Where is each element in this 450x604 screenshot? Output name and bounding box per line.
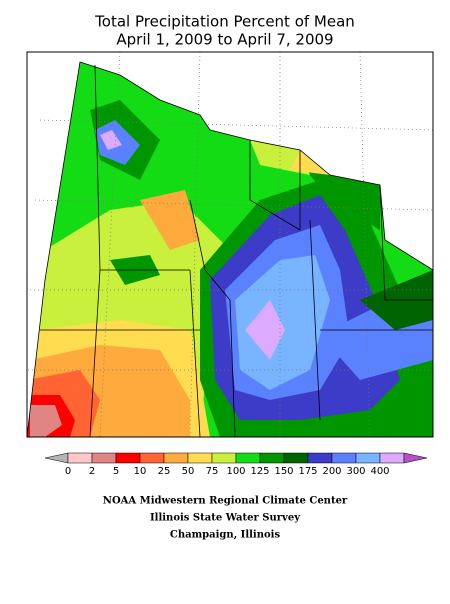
- legend-swatch: [403, 452, 428, 464]
- legend-label: 125: [250, 466, 269, 477]
- legend-swatch: [139, 452, 165, 464]
- legend-swatch: [67, 452, 93, 464]
- footer-line-3: Champaign, Illinois: [170, 530, 281, 541]
- footer-line-1: NOAA Midwestern Regional Climate Center: [103, 496, 348, 507]
- legend-swatch: [44, 452, 69, 464]
- footer-line-2: Illinois State Water Survey: [150, 513, 301, 524]
- legend-label: 175: [298, 466, 317, 477]
- legend-swatch: [163, 452, 189, 464]
- legend-label: 75: [206, 466, 219, 477]
- title-line-1: Total Precipitation Percent of Mean: [94, 13, 355, 31]
- title-line-2: April 1, 2009 to April 7, 2009: [116, 31, 333, 49]
- legend-label: 5: [113, 466, 119, 477]
- legend-swatch: [355, 452, 381, 464]
- legend-swatch: [235, 452, 261, 464]
- legend-swatch: [115, 452, 141, 464]
- legend-label: 0: [65, 466, 71, 477]
- legend-label: 150: [274, 466, 293, 477]
- legend-label: 100: [226, 466, 245, 477]
- legend-label: 10: [134, 466, 147, 477]
- legend-swatch: [307, 452, 333, 464]
- legend-swatch: [211, 452, 237, 464]
- legend-swatch: [91, 452, 117, 464]
- legend-label: 50: [182, 466, 195, 477]
- legend-swatch: [259, 452, 285, 464]
- legend-swatch: [379, 452, 405, 464]
- legend-label: 25: [158, 466, 171, 477]
- legend: 0 2 5 10 25 50 75 100 125 150 175 200 300 400: [44, 452, 428, 477]
- legend-label: 300: [346, 466, 365, 477]
- legend-label: 200: [322, 466, 341, 477]
- legend-swatch: [283, 452, 309, 464]
- legend-swatch: [331, 452, 357, 464]
- legend-label: 2: [89, 466, 95, 477]
- legend-swatch: [187, 452, 213, 464]
- map: [26, 51, 434, 438]
- legend-label: 400: [370, 466, 389, 477]
